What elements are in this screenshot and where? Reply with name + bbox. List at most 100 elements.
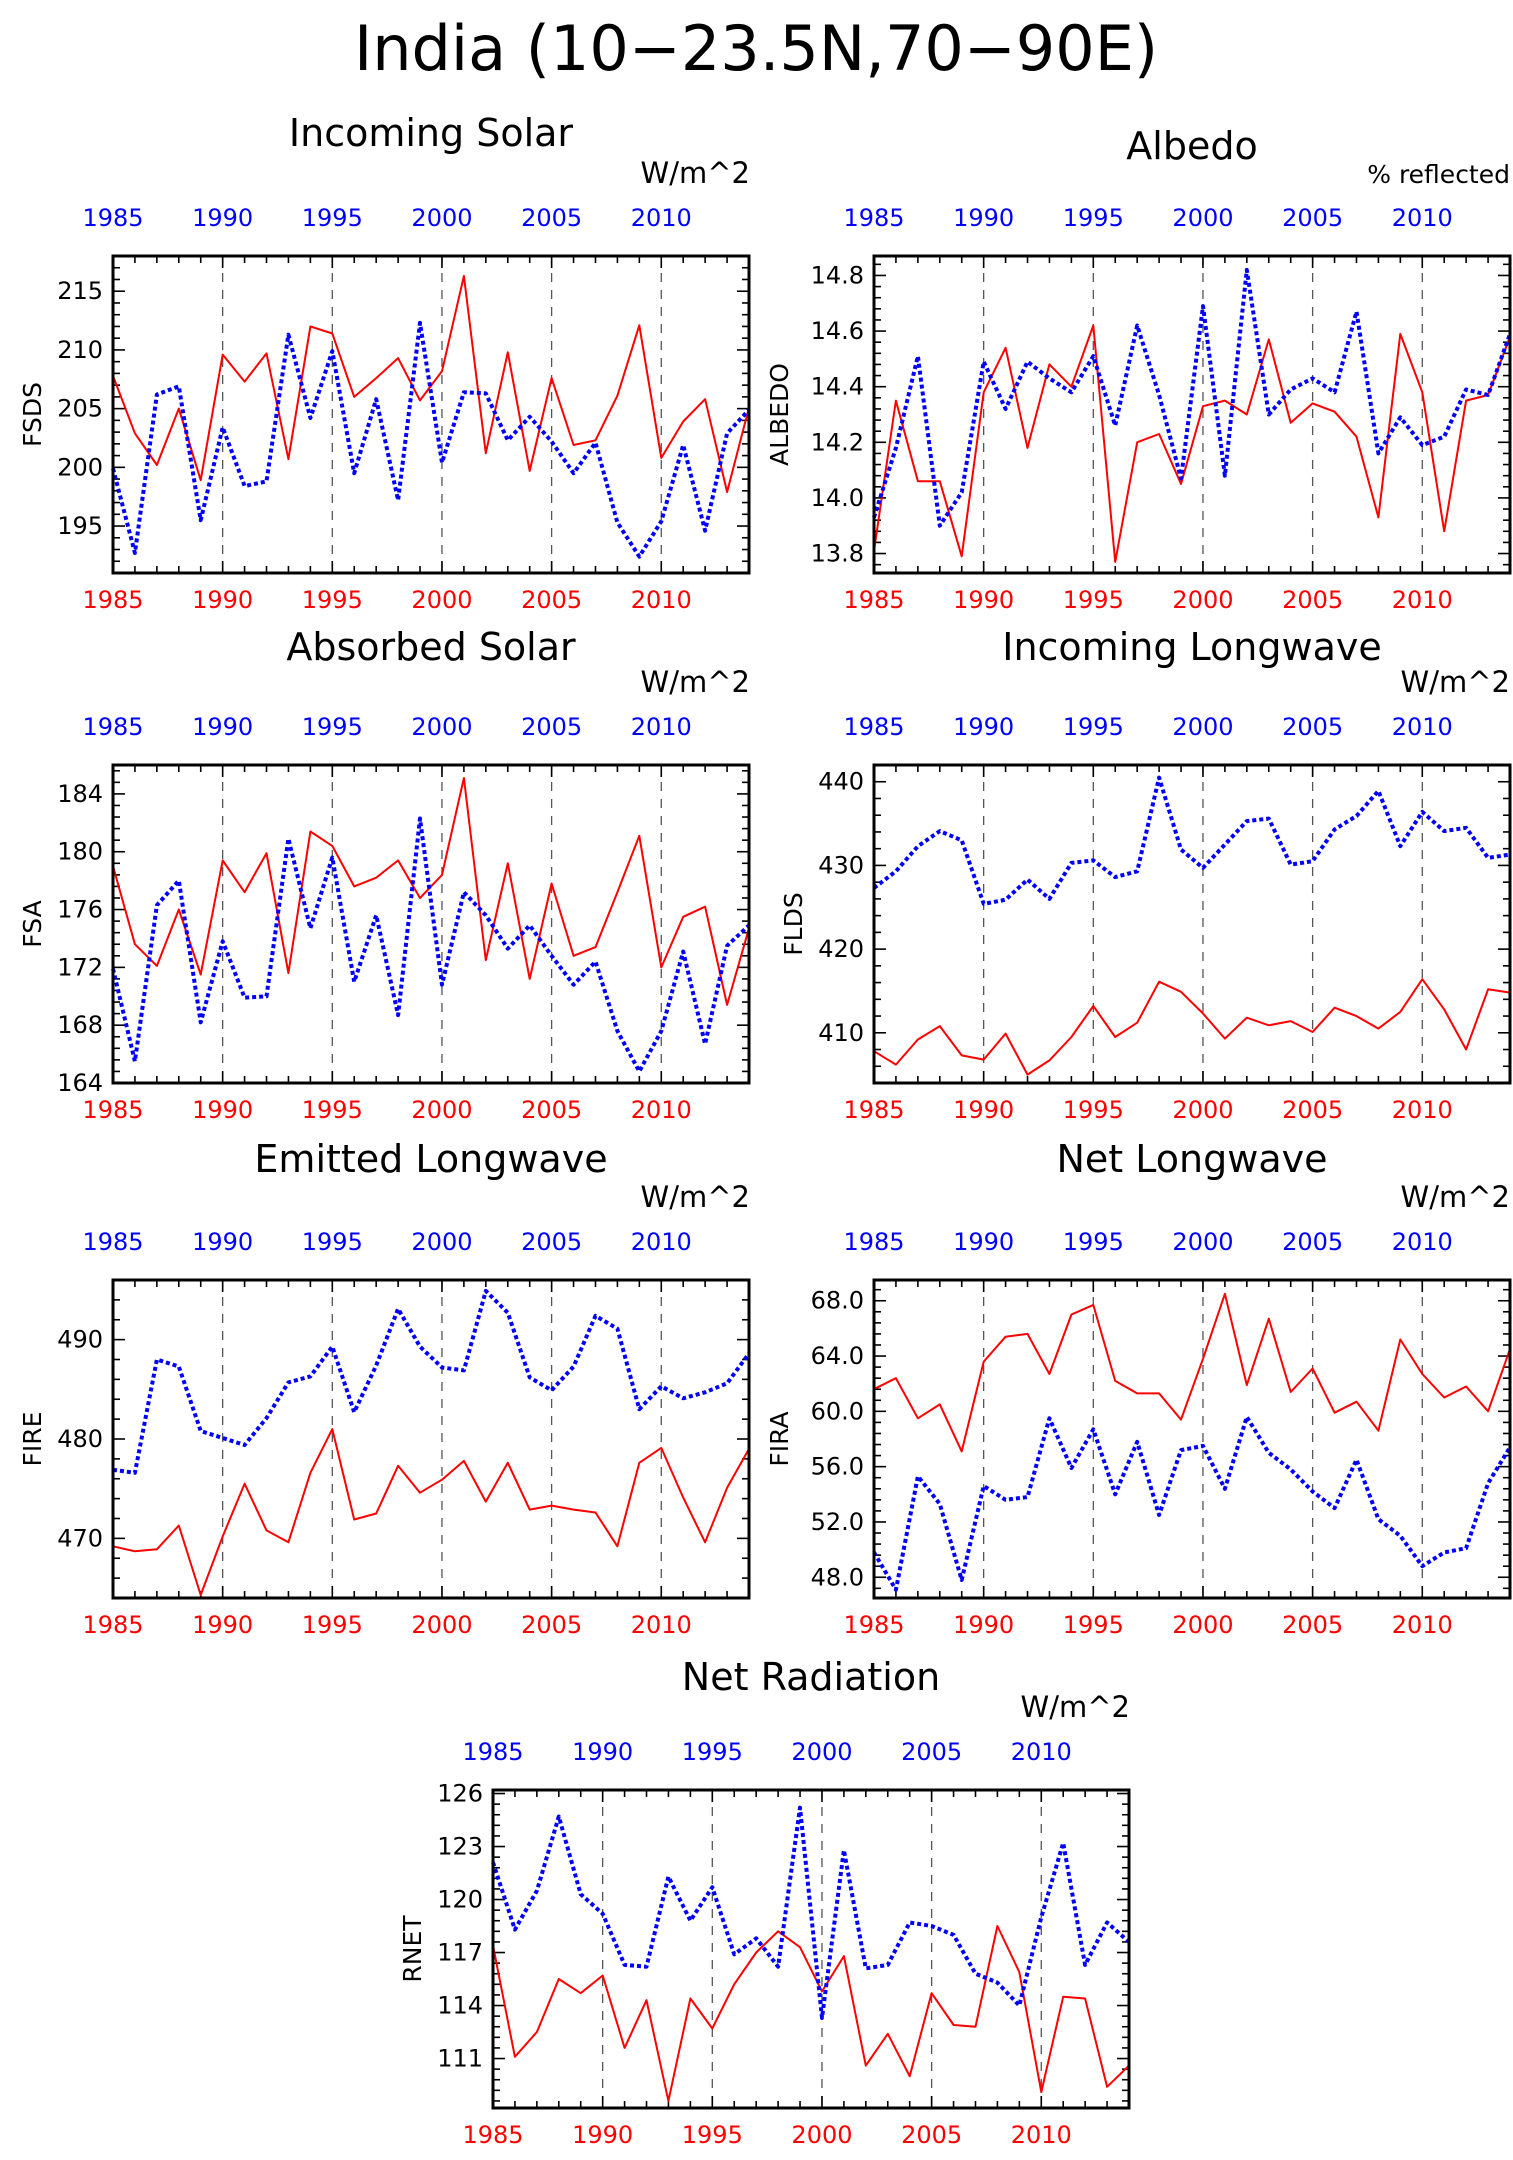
x-tick-label-top: 1990 <box>953 1228 1014 1256</box>
panel-title: Net Radiation <box>682 1655 940 1699</box>
x-tick-label-top: 2000 <box>1172 1228 1233 1256</box>
x-tick-label-bottom: 2000 <box>411 1611 472 1639</box>
panels: Incoming Solar W/m^2 1985 1985 1990 1990 1995 1… <box>18 111 1512 2149</box>
y-tick-label: 111 <box>437 2045 483 2073</box>
y-tick-label: 48.0 <box>811 1563 864 1591</box>
y-tick-label: 14.0 <box>811 484 864 512</box>
x-tick-label-bottom: 1990 <box>953 1096 1014 1124</box>
series-line-red <box>112 777 750 1006</box>
x-tick-label-top: 1985 <box>82 713 143 741</box>
y-tick-label: 117 <box>437 1939 483 1967</box>
x-tick-label-bottom: 1990 <box>192 1096 253 1124</box>
x-tick-label-bottom: 1995 <box>302 1096 363 1124</box>
x-tick-label-bottom: 2000 <box>791 2121 852 2149</box>
x-tick-label-top: 1995 <box>1063 204 1124 232</box>
x-tick-label-top: 2000 <box>1172 713 1233 741</box>
x-tick-label-bottom: 2005 <box>521 586 582 614</box>
x-tick-label-top: 1990 <box>953 713 1014 741</box>
x-tick-label-bottom: 1995 <box>1063 1096 1124 1124</box>
y-tick-label: 14.4 <box>811 373 864 401</box>
series-line-blue <box>111 320 751 559</box>
x-tick-label-bottom: 2000 <box>411 586 472 614</box>
x-tick-label-top: 1995 <box>1063 713 1124 741</box>
series-line-red <box>873 324 1511 563</box>
x-tick-label-top: 1990 <box>192 1228 253 1256</box>
y-tick-label: 60.0 <box>811 1397 864 1425</box>
y-tick-label: 114 <box>437 1992 483 2020</box>
units-label: W/m^2 <box>641 156 750 190</box>
series-line-blue <box>872 267 1512 528</box>
x-tick-label-top: 2000 <box>411 204 472 232</box>
y-tick-label: 215 <box>57 277 103 305</box>
x-tick-label-top: 2010 <box>1011 1738 1072 1766</box>
series-line-blue <box>111 816 751 1074</box>
y-tick-label: 470 <box>57 1524 103 1552</box>
series-line-red <box>873 1292 1511 1453</box>
x-tick-label-bottom: 1995 <box>1063 1611 1124 1639</box>
y-tick-label: 164 <box>57 1069 103 1097</box>
chart-panel: Incoming Solar W/m^2 1985 1985 1990 1990 1995 1… <box>18 111 751 614</box>
series-line-blue <box>112 1288 751 1475</box>
x-tick-label-top: 1990 <box>953 204 1014 232</box>
x-tick-label-top: 2005 <box>1282 1228 1343 1256</box>
y-tick-label: 68.0 <box>811 1287 864 1315</box>
plot-frame <box>491 1788 1131 2110</box>
x-tick-label-bottom: 2010 <box>1011 2121 1072 2149</box>
y-tick-label: 14.8 <box>811 261 864 289</box>
series-line-blue <box>872 775 1511 906</box>
plot-frame <box>111 254 751 575</box>
x-tick-label-top: 2005 <box>1282 713 1343 741</box>
y-axis-label: FSDS <box>18 382 47 447</box>
panel-title: Emitted Longwave <box>254 1137 607 1181</box>
plot-frame <box>872 763 1512 1085</box>
x-tick-label-bottom: 2000 <box>1172 1096 1233 1124</box>
x-tick-label-top: 2000 <box>1172 204 1233 232</box>
x-tick-label-top: 1990 <box>192 713 253 741</box>
x-tick-label-bottom: 2010 <box>1392 1096 1453 1124</box>
y-axis-label: FLDS <box>779 892 808 955</box>
chart-panel: Albedo % reflected 1985 1985 1990 1990 1995 199… <box>765 124 1512 614</box>
y-tick-label: 126 <box>437 1780 483 1808</box>
x-tick-label-bottom: 2010 <box>631 586 692 614</box>
y-tick-label: 13.8 <box>811 540 864 568</box>
x-tick-label-bottom: 1985 <box>843 586 904 614</box>
x-tick-label-top: 2005 <box>521 1228 582 1256</box>
y-axis-label: FSA <box>18 900 47 947</box>
x-tick-label-top: 1995 <box>302 713 363 741</box>
x-tick-label-top: 1985 <box>462 1738 523 1766</box>
x-tick-label-top: 2010 <box>631 1228 692 1256</box>
x-tick-label-bottom: 1990 <box>953 586 1014 614</box>
x-tick-label-bottom: 1985 <box>82 1611 143 1639</box>
x-tick-label-bottom: 1995 <box>302 586 363 614</box>
x-tick-label-bottom: 2000 <box>1172 586 1233 614</box>
x-tick-label-bottom: 2005 <box>1282 1611 1343 1639</box>
x-tick-label-bottom: 2005 <box>1282 1096 1343 1124</box>
y-tick-label: 172 <box>57 953 103 981</box>
y-tick-label: 180 <box>57 838 103 866</box>
y-axis-label: FIRA <box>765 1411 794 1466</box>
x-tick-label-top: 2000 <box>791 1738 852 1766</box>
y-tick-label: 420 <box>818 935 864 963</box>
x-tick-label-top: 1985 <box>843 713 904 741</box>
x-tick-label-bottom: 2010 <box>631 1096 692 1124</box>
y-tick-label: 195 <box>57 512 103 540</box>
plot-frame <box>111 763 751 1085</box>
series-line-red <box>492 1925 1130 2102</box>
x-tick-label-top: 2010 <box>1392 1228 1453 1256</box>
x-tick-label-bottom: 1990 <box>572 2121 633 2149</box>
x-tick-label-top: 2010 <box>1392 713 1453 741</box>
x-tick-label-top: 1985 <box>82 1228 143 1256</box>
y-axis-label: ALBEDO <box>765 363 794 466</box>
x-tick-label-bottom: 2010 <box>631 1611 692 1639</box>
chart-panel: Net Radiation W/m^2 1985 1985 1990 1990 1995 19… <box>398 1655 1131 2149</box>
x-tick-label-top: 2010 <box>631 713 692 741</box>
x-tick-label-bottom: 1995 <box>1063 586 1124 614</box>
x-tick-label-top: 2010 <box>631 204 692 232</box>
x-tick-label-top: 1995 <box>302 204 363 232</box>
panel-title: Incoming Longwave <box>1002 625 1381 669</box>
units-label: W/m^2 <box>641 1180 750 1214</box>
y-tick-label: 210 <box>57 336 103 364</box>
x-tick-label-top: 2005 <box>521 713 582 741</box>
chart-panel: Net Longwave W/m^2 1985 1985 1990 1990 1995 199… <box>765 1137 1512 1639</box>
